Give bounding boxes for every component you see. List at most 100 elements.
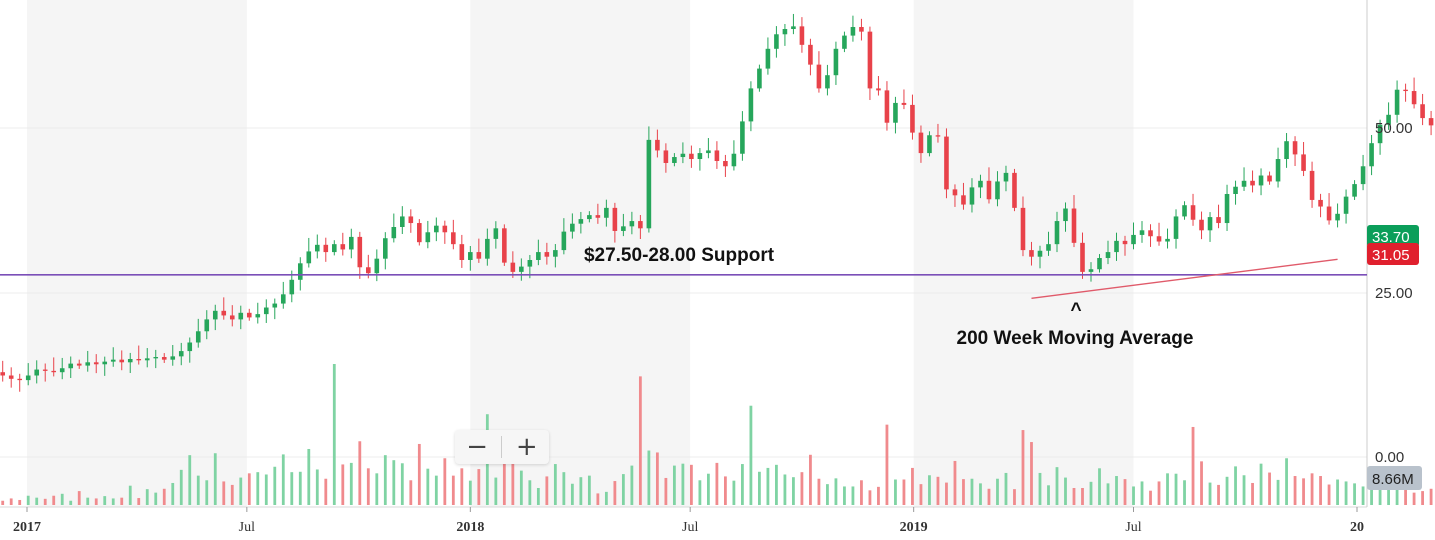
volume-bar [868,490,872,505]
candle-body [850,27,856,36]
volume-bar [222,481,226,505]
volume-bar [1285,458,1288,505]
volume-bar [800,472,804,505]
volume-bar [1055,467,1059,505]
candle-body [187,342,193,352]
volume-bar [460,468,464,505]
candle-body [408,216,414,224]
candle-body [357,236,363,268]
volume-bar [1370,484,1373,505]
zoom-out-button[interactable]: − [466,432,489,462]
candle-body [1071,208,1077,243]
candle-body [1097,258,1102,270]
volume-bar [171,482,175,505]
candle-body [663,150,669,163]
volume-bar [1344,481,1348,505]
candle-body [1190,205,1196,220]
candle-body [1165,238,1170,242]
candle-body [485,238,490,259]
candle-body [1250,180,1255,186]
candle-body [689,153,694,160]
volume-bar [911,467,914,505]
candle-body [791,26,796,29]
volume-bar [128,485,132,505]
candle-body [867,31,873,89]
volume-bar [1302,478,1305,505]
candle-body [263,307,269,315]
candle-body [782,29,788,35]
volume-bar [528,480,532,505]
candle-body [1275,159,1281,182]
volume-bar [120,497,124,505]
zoom-in-button[interactable]: + [515,432,538,462]
candle-body [519,266,524,272]
price-tick-label: 50.00 [1375,120,1413,137]
volume-bar [953,460,957,505]
half-year-shading [27,0,1134,507]
candle-body [1301,154,1306,171]
candle-body [476,252,482,259]
candle-body [587,215,592,220]
volume-bar [375,473,379,505]
candle-body [161,357,167,360]
candle-body [961,195,966,205]
candle-body [383,238,388,259]
volume-bar [1387,484,1390,505]
volume-bar [613,481,617,505]
volume-bar [766,467,770,505]
time-tick-label: 2019 [900,520,928,535]
price-badge-label: 31.05 [1372,247,1410,264]
volume-bar [1242,475,1246,505]
candle-body [612,207,618,231]
volume-bar [809,454,812,505]
candle-body [706,150,711,154]
shaded-band-1 [470,0,691,507]
volume-bar [196,475,200,505]
volume-bar [1021,430,1025,505]
volume-bar [1140,481,1144,505]
volume-bar [383,455,387,505]
candle-body [42,369,48,371]
volume-bar [1421,491,1424,505]
candle-body [833,48,839,76]
volume-bar [188,455,192,505]
candle-body [1224,194,1230,224]
volume-bar [239,477,243,505]
candle-body [1326,206,1332,221]
volume-bar [783,474,787,505]
volume-bar [655,452,659,505]
moving-average-label: 200 Week Moving Average [957,328,1194,349]
candle-body [1012,172,1017,208]
volume-bar [749,405,753,505]
candle-body [629,221,635,227]
volume-bar [1259,463,1263,505]
candle-body [238,312,244,320]
candle-body [366,267,371,274]
volume-bar [103,496,107,505]
volume-bar [1404,484,1407,505]
volume-bar [843,486,846,505]
time-axis-ticks: 2017 Jul 2018 Jul 2019 Jul 20 [13,507,1364,535]
volume-bar [307,448,311,505]
volume-bar [154,492,158,505]
time-tick-label: 2018 [456,520,484,535]
candle-body [527,260,533,267]
volume-bar [698,480,702,505]
candle-body [876,88,881,91]
volume-bar [621,474,625,505]
volume-bar [894,479,897,505]
volume-bar [35,497,39,505]
volume-bar [1276,479,1280,505]
candle-body [68,363,74,369]
candle-body [119,359,125,363]
volume-bar [1310,473,1314,505]
candle-body [808,44,813,65]
candle-body [110,359,116,362]
volume-bar [1361,486,1365,505]
volume-bar [724,476,727,505]
volume-bar [928,475,931,505]
candle-body [314,244,320,252]
candle-body [306,251,312,264]
volume-bar [1183,480,1186,505]
